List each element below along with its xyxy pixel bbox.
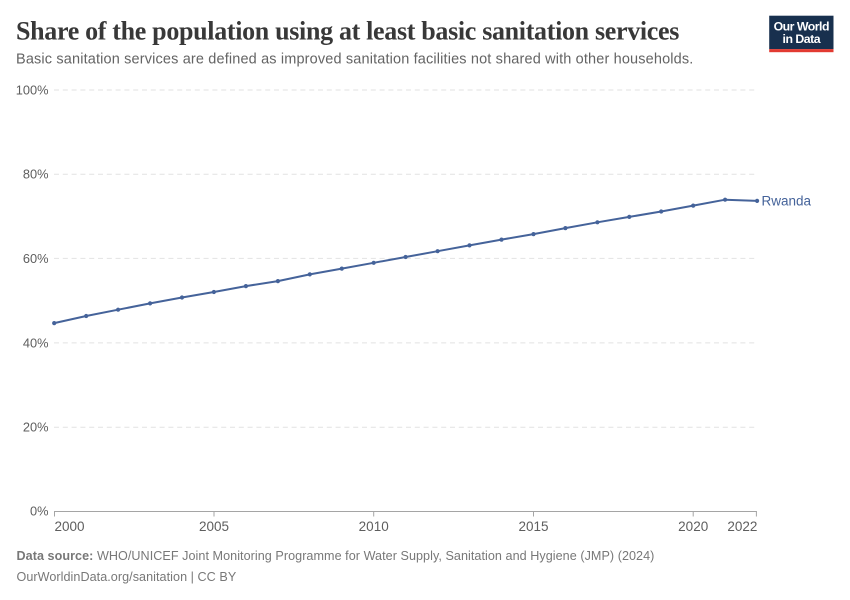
svg-text:Data source: WHO/UNICEF Joint: Data source: WHO/UNICEF Joint Monitoring…: [17, 549, 655, 563]
svg-text:in Data: in Data: [783, 32, 821, 46]
svg-text:Share of the population using: Share of the population using at least b…: [16, 16, 679, 45]
svg-text:0%: 0%: [30, 504, 49, 519]
svg-text:Basic sanitation services are: Basic sanitation services are defined as…: [16, 51, 693, 67]
svg-text:2000: 2000: [55, 519, 85, 534]
svg-text:2010: 2010: [359, 519, 389, 534]
svg-text:2022: 2022: [727, 519, 757, 534]
svg-text:OurWorldinData.org/sanitation: OurWorldinData.org/sanitation | CC BY: [17, 570, 237, 584]
svg-text:80%: 80%: [23, 167, 49, 182]
svg-text:20%: 20%: [23, 420, 49, 435]
svg-text:Rwanda: Rwanda: [762, 193, 812, 208]
svg-text:2005: 2005: [199, 519, 229, 534]
svg-text:100%: 100%: [16, 82, 49, 97]
svg-text:2020: 2020: [678, 519, 708, 534]
svg-text:40%: 40%: [23, 335, 49, 350]
svg-text:Our World: Our World: [774, 20, 829, 34]
svg-text:2015: 2015: [518, 519, 548, 534]
svg-text:60%: 60%: [23, 251, 49, 266]
